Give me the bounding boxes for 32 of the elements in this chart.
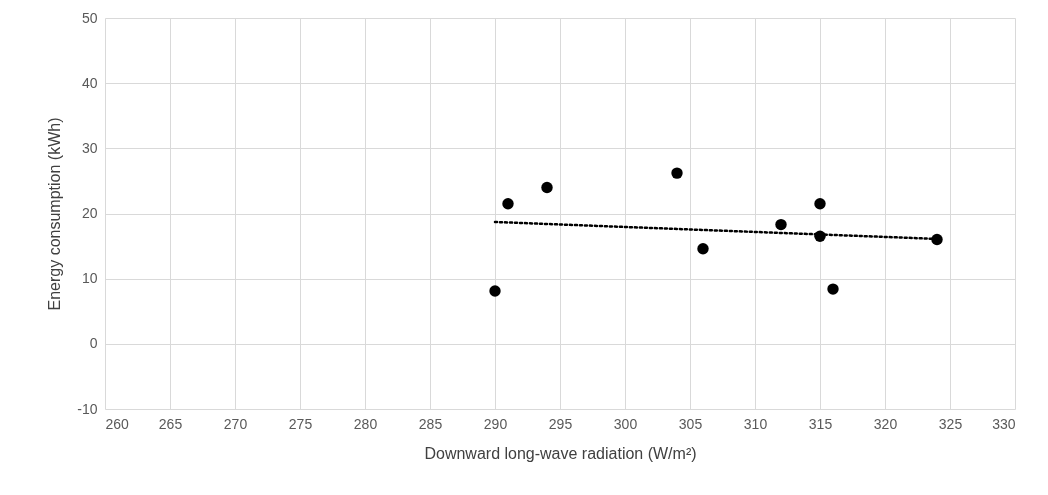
- y-tick-label: 40: [81, 74, 98, 91]
- x-tick-label: 330: [992, 415, 1016, 432]
- x-tick-label: 295: [548, 415, 573, 432]
- y-axis-title: Energy consumption (kWh): [46, 117, 64, 311]
- x-tick-label: 315: [808, 415, 833, 432]
- point: [489, 285, 501, 297]
- x-tick-label: 290: [483, 415, 508, 432]
- x-tick-label: 280: [353, 415, 378, 432]
- x-tick-label: 260: [105, 415, 130, 432]
- y-tick-label: -10: [77, 400, 98, 417]
- x-tick-label: 305: [678, 415, 703, 432]
- point: [697, 243, 709, 255]
- point: [671, 167, 683, 179]
- x-tick-label: 320: [873, 415, 898, 432]
- x-tick-label: 270: [223, 415, 248, 432]
- x-tick-label: 275: [288, 415, 313, 432]
- x-tick-label: 300: [613, 415, 638, 432]
- point: [775, 218, 787, 231]
- y-tick-label: 20: [81, 205, 98, 221]
- y-tick-label: 0: [89, 335, 98, 352]
- x-tick-label: 310: [743, 415, 768, 432]
- x-tick-label: 265: [158, 415, 183, 432]
- point: [814, 198, 826, 210]
- point: [541, 181, 553, 194]
- y-tick-label: 50: [81, 9, 98, 26]
- point: [502, 198, 514, 210]
- point: [827, 283, 839, 295]
- y-tick-label: 30: [81, 139, 98, 156]
- x-tick-label: 285: [418, 415, 443, 432]
- x-tick-label: 325: [938, 415, 963, 432]
- x-axis-title: Downward long-wave radiation (W/m²): [424, 444, 697, 462]
- y-tick-label: 10: [81, 270, 98, 287]
